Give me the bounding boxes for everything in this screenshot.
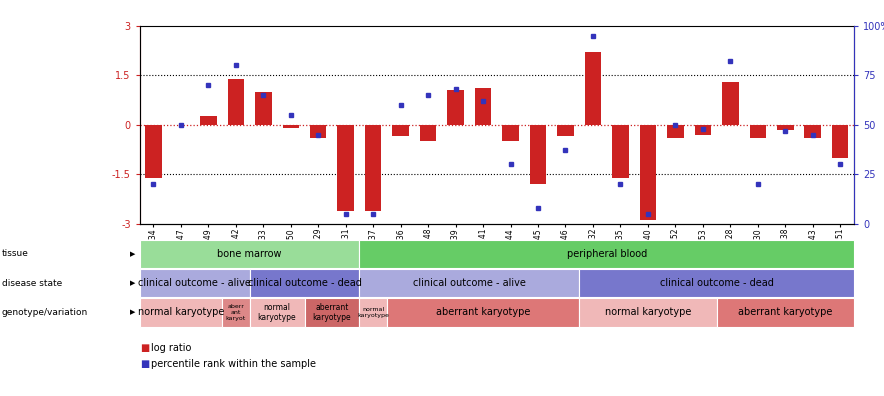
Text: normal
karyotype: normal karyotype <box>258 303 296 322</box>
Bar <box>695 125 711 135</box>
Text: peripheral blood: peripheral blood <box>567 249 647 259</box>
Bar <box>338 125 354 211</box>
Bar <box>584 52 601 125</box>
Bar <box>557 125 574 136</box>
Text: clinical outcome - alive: clinical outcome - alive <box>413 278 526 288</box>
Bar <box>447 90 464 125</box>
Bar <box>283 125 299 128</box>
Text: ▶: ▶ <box>130 309 135 316</box>
Bar <box>640 125 656 221</box>
Text: clinical outcome - dead: clinical outcome - dead <box>248 278 362 288</box>
Bar <box>420 125 437 141</box>
Bar <box>200 116 217 125</box>
Text: percentile rank within the sample: percentile rank within the sample <box>151 358 316 369</box>
Bar <box>832 125 849 158</box>
Bar <box>804 125 821 138</box>
Text: ■: ■ <box>140 343 149 354</box>
Text: aberrant karyotype: aberrant karyotype <box>738 307 833 318</box>
Bar <box>530 125 546 184</box>
Bar <box>777 125 794 129</box>
Text: genotype/variation: genotype/variation <box>2 308 88 317</box>
Bar <box>145 125 162 177</box>
Text: normal karyotype: normal karyotype <box>138 307 224 318</box>
Bar <box>667 125 683 138</box>
Bar <box>310 125 326 138</box>
Bar <box>392 125 409 136</box>
Text: aberrant
karyotype: aberrant karyotype <box>313 303 351 322</box>
Text: normal karyotype: normal karyotype <box>605 307 691 318</box>
Text: aberr
ant
karyot: aberr ant karyot <box>225 304 246 321</box>
Bar <box>475 88 492 125</box>
Bar <box>227 78 244 125</box>
Bar <box>722 82 738 125</box>
Bar <box>365 125 381 211</box>
Text: ▶: ▶ <box>130 251 135 257</box>
Text: normal
karyotype: normal karyotype <box>357 307 389 318</box>
Text: ■: ■ <box>140 358 149 369</box>
Text: disease state: disease state <box>2 279 62 287</box>
Bar <box>750 125 766 138</box>
Text: tissue: tissue <box>2 249 28 258</box>
Text: log ratio: log ratio <box>151 343 192 354</box>
Text: bone marrow: bone marrow <box>217 249 282 259</box>
Text: clinical outcome - dead: clinical outcome - dead <box>659 278 774 288</box>
Text: ▶: ▶ <box>130 280 135 286</box>
Bar <box>502 125 519 141</box>
Text: clinical outcome - alive: clinical outcome - alive <box>138 278 251 288</box>
Bar <box>613 125 629 177</box>
Text: aberrant karyotype: aberrant karyotype <box>436 307 530 318</box>
Bar <box>255 92 271 125</box>
